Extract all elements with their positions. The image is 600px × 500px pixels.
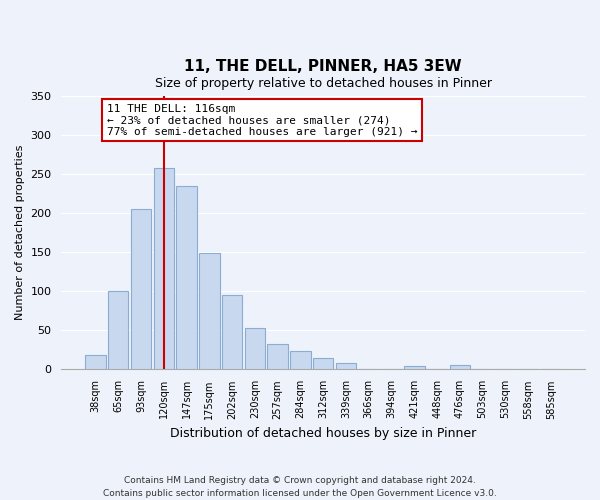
Bar xyxy=(176,186,197,370)
Text: Size of property relative to detached houses in Pinner: Size of property relative to detached ho… xyxy=(155,78,492,90)
Bar xyxy=(131,209,151,370)
Bar xyxy=(245,328,265,370)
Bar xyxy=(541,368,561,370)
Bar xyxy=(336,363,356,370)
Bar xyxy=(268,344,288,369)
Text: 11, THE DELL, PINNER, HA5 3EW: 11, THE DELL, PINNER, HA5 3EW xyxy=(184,59,462,74)
X-axis label: Distribution of detached houses by size in Pinner: Distribution of detached houses by size … xyxy=(170,427,476,440)
Bar xyxy=(313,358,334,370)
Bar xyxy=(222,295,242,370)
Bar xyxy=(290,350,311,370)
Bar xyxy=(154,168,174,370)
Bar xyxy=(404,366,425,370)
Bar xyxy=(108,292,128,370)
Bar xyxy=(85,356,106,370)
Y-axis label: Number of detached properties: Number of detached properties xyxy=(15,145,25,320)
Bar xyxy=(199,253,220,370)
Text: Contains HM Land Registry data © Crown copyright and database right 2024.
Contai: Contains HM Land Registry data © Crown c… xyxy=(103,476,497,498)
Bar xyxy=(449,365,470,370)
Text: 11 THE DELL: 116sqm
← 23% of detached houses are smaller (274)
77% of semi-detac: 11 THE DELL: 116sqm ← 23% of detached ho… xyxy=(107,104,418,137)
